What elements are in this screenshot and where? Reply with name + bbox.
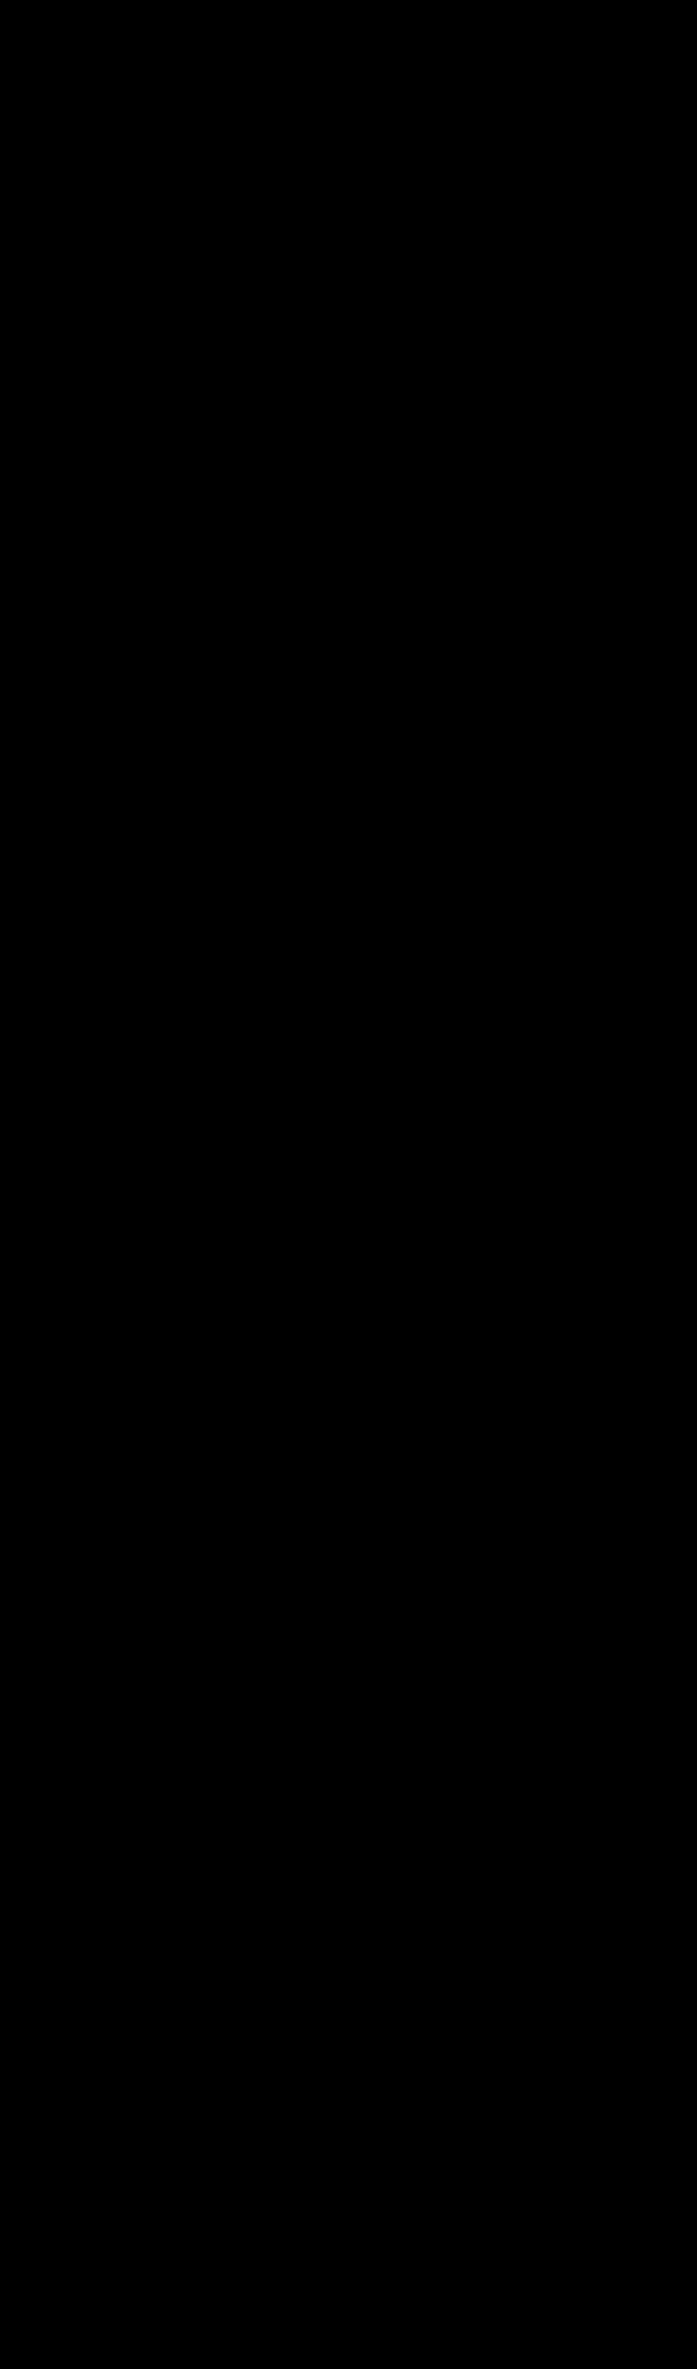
blocks-workspace-canvas[interactable] <box>0 0 697 2369</box>
